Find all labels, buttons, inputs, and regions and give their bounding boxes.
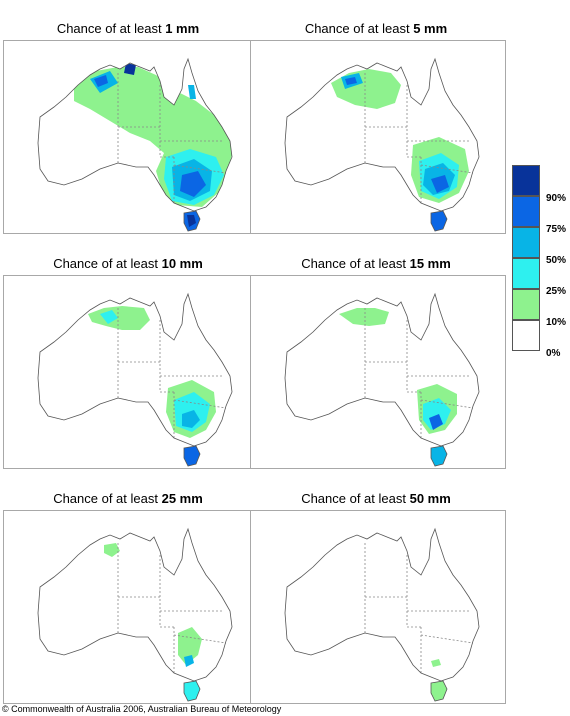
legend-label-25: 25% [546, 286, 567, 297]
legend: 90% 75% 50% 25% 10% 0% [512, 165, 568, 360]
panel-title-15mm: Chance of at least 15 mm [301, 256, 451, 271]
legend-swatch-50 [512, 227, 540, 258]
map-25mm [3, 510, 259, 704]
legend-swatch-75 [512, 196, 540, 227]
legend-label-50: 50% [546, 255, 567, 266]
panel-title-50mm: Chance of at least 50 mm [301, 491, 451, 506]
legend-swatch-0 [512, 320, 540, 351]
map-10mm [3, 275, 259, 469]
legend-swatch-90 [512, 165, 540, 196]
map-5mm [250, 40, 506, 234]
map-1mm [3, 40, 259, 234]
copyright-notice: © Commonwealth of Australia 2006, Austra… [2, 704, 282, 714]
legend-swatch-25 [512, 258, 540, 289]
legend-swatch-10 [512, 289, 540, 320]
legend-label-0: 0% [546, 348, 561, 359]
panel-title-1mm: Chance of at least 1 mm [56, 21, 200, 36]
panel-title-5mm: Chance of at least 5 mm [304, 21, 448, 36]
legend-label-75: 75% [546, 224, 567, 235]
panel-title-10mm: Chance of at least 10 mm [53, 256, 203, 271]
panel-title-25mm: Chance of at least 25 mm [53, 491, 203, 506]
legend-label-10: 10% [546, 317, 567, 328]
legend-label-90: 90% [546, 193, 567, 204]
map-50mm [250, 510, 506, 704]
map-15mm [250, 275, 506, 469]
